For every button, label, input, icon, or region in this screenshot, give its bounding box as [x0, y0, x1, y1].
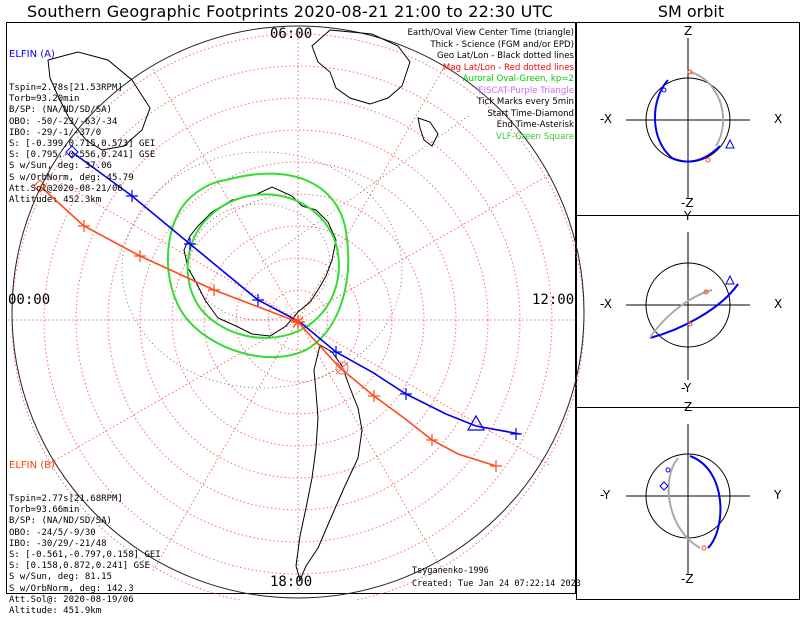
sm-axis-label-bottom: -Y	[681, 381, 692, 395]
elfin-b-info-line: S w/OrbNorm, deg: 142.3	[9, 583, 134, 594]
elfin-a-info-line: OBO: -50/-23/-63/-34	[9, 116, 118, 127]
elfin-a-start-diamond	[65, 145, 79, 159]
center-asterisk	[291, 315, 305, 329]
south-america-landmass	[295, 344, 363, 582]
antarctica-landmass	[183, 186, 337, 337]
elfin-b-name: ELFIN (B)	[9, 460, 55, 472]
auroral-oval-inner	[186, 193, 340, 339]
legend-item: Earth/Oval View Center Time (triangle)	[407, 28, 574, 38]
sm-axis-label-right: Y	[774, 488, 782, 502]
sm-axis-label-top: Z	[684, 24, 693, 38]
horizon-circle	[11, 25, 585, 599]
elfin-a-info-line: B/SP: (NA/ND/SD/SA)	[9, 105, 112, 116]
elfin-a-info-line: S w/Sun, deg: 37.06	[9, 161, 112, 172]
new-zealand-landmass	[417, 117, 439, 147]
clock-label-right: 12:00	[532, 292, 575, 308]
elfin-b-track	[39, 185, 497, 467]
legend-item: End Time-Asterisk	[496, 120, 574, 130]
model-label: Tsyganenko-1996	[412, 566, 489, 576]
legend-item: Thick - Science (FGM and/or EPD)	[430, 39, 574, 50]
elfin-b-info-line: S w/Sun, deg: 81.15	[9, 572, 112, 583]
created-timestamp: Created: Tue Jan 24 07:22:14 2023	[412, 579, 581, 589]
sm-panel-3-graphics	[626, 424, 750, 574]
elfin-b-info-line: Tspin=2.77s[21.68RPM]	[9, 494, 123, 505]
sm-axis-label-top: Y	[684, 209, 692, 223]
clock-label-left: 00:00	[8, 292, 51, 308]
elfin-b-info-line: Altitude: 451.9km	[9, 606, 102, 617]
auroral-oval-outer	[166, 172, 350, 359]
sm-axis-label-right: X	[774, 112, 783, 126]
legend-item: Tick Marks every 5min	[477, 97, 574, 107]
sm-panel-1-graphics	[626, 38, 750, 198]
elfin-b-start-diamond	[33, 179, 47, 193]
clock-label-top: 06:00	[270, 26, 313, 42]
sm-panel-2-graphics	[626, 232, 750, 380]
elfin-b-info-line: OBO: -24/5/-9/30	[9, 527, 96, 538]
elfin-a-info-line: IBO: -29/-1/-37/0	[9, 127, 102, 138]
sm-axis-label-left: -Y	[600, 488, 611, 502]
mag-lon-lines	[6, 30, 576, 594]
sm-axis-label-right: X	[774, 297, 783, 311]
sm-axis-label-bottom: -Z	[681, 196, 694, 210]
legend-item: Mag Lat/Lon - Red dotted lines	[442, 62, 574, 73]
elfin-a-info-line: S w/OrbNorm, deg: 45.79	[9, 172, 134, 183]
sm-axis-label-top: Z	[684, 400, 693, 414]
elfin-a-info-line: Altitude: 452.3km	[9, 195, 102, 206]
elfin-b-info-line: Torb=93.66min	[9, 505, 80, 516]
elfin-a-tick-marks	[126, 190, 522, 440]
polar-map	[6, 25, 750, 600]
legend-item: Auroral Oval-Green, kp=2	[462, 74, 574, 84]
elfin-a-info-line: Tspin=2.78s[21.53RPM]	[9, 83, 123, 94]
legend-item: Geo Lat/Lon - Black dotted lines	[436, 51, 574, 61]
elfin-b-info-line: Att.Sol@: 2020-08-19/06	[9, 594, 134, 605]
map-frame	[6, 22, 576, 594]
view-center-triangle	[466, 414, 486, 431]
map-legend: Earth/Oval View Center Time (triangle) Th…	[407, 28, 574, 143]
elfin-b-info-line: S: [-0.561,-0.797,0.158] GEI	[9, 550, 161, 561]
legend-item: VLF-Green Square	[495, 131, 574, 142]
africa-landmass	[47, 51, 151, 151]
elfin-a-info-line: S: [-0.399,0.715,0.573] GEI	[9, 139, 156, 150]
elfin-b-info-line: B/SP: (NA/ND/SD/SA)	[9, 516, 112, 527]
elfin-a-info-line: S: [0.795,-0.556,0.241] GSE	[9, 150, 156, 161]
australia-landmass	[311, 29, 411, 105]
legend-item: Start Time-Diamond	[487, 108, 574, 119]
sm-orbit-title: SM orbit	[657, 2, 725, 21]
elfin-a-info-line: Att.Sol@2020-08-21/06	[9, 183, 123, 194]
map-title: Southern Geographic Footprints 2020-08-2…	[27, 2, 553, 21]
elfin-b-info-line: IBO: -30/29/-21/48	[9, 538, 107, 549]
geo-grid	[121, 114, 471, 389]
sm-axis-label-left: -X	[600, 112, 612, 126]
elfin-a-info-line: Torb=93.20min	[9, 94, 80, 105]
elfin-b-info-line: S: [0.158,0.872,0.241] GSE	[9, 561, 150, 572]
sm-axis-label-left: -X	[600, 297, 612, 311]
sm-axis-label-bottom: -Z	[681, 572, 694, 586]
elfin-a-name: ELFIN (A)	[9, 49, 55, 61]
elfin-b-tick-marks	[78, 220, 502, 472]
clock-label-bottom: 18:00	[270, 574, 313, 590]
elfin-a-info: ELFIN (A) Tspin=2.78s[21.53RPM] Torb=93.2…	[9, 27, 155, 217]
legend-item: EISCAT-Purple Triangle	[478, 85, 574, 96]
vlf-marker	[335, 361, 349, 375]
